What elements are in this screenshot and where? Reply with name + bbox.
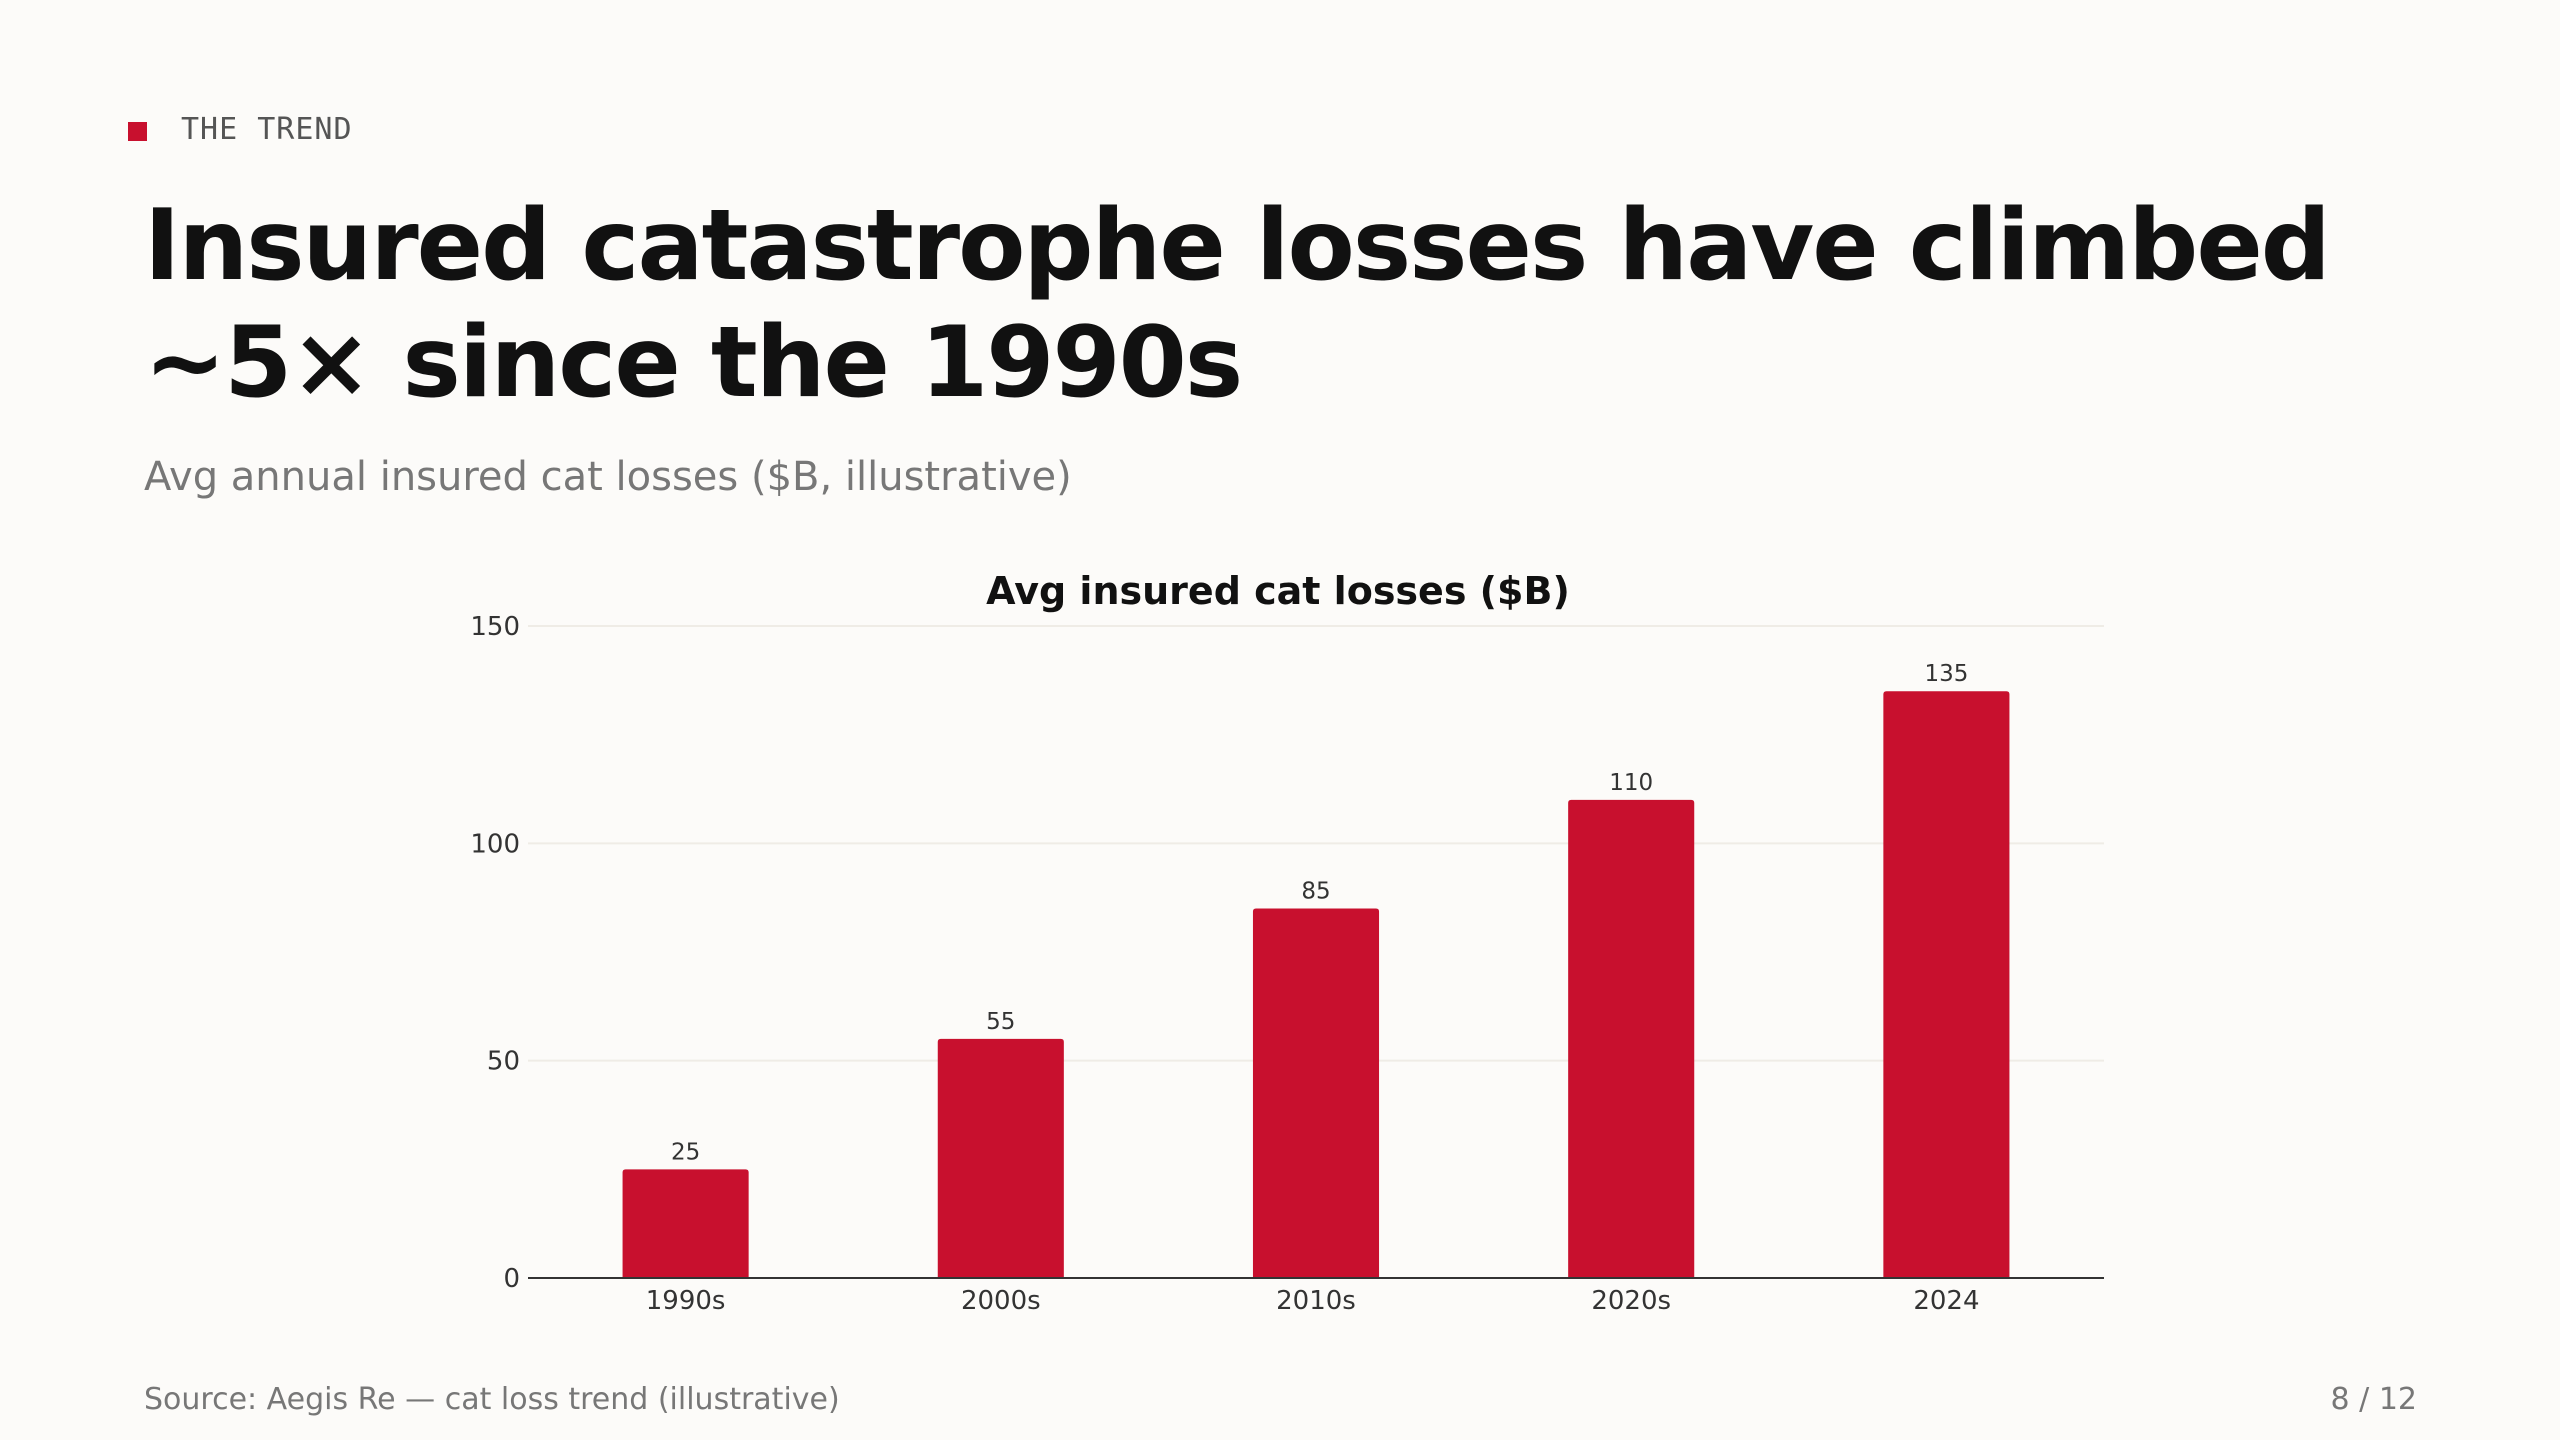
data-label: 135 xyxy=(1924,661,1968,687)
y-tick-label: 100 xyxy=(470,829,520,859)
data-label: 25 xyxy=(671,1139,700,1165)
data-label: 55 xyxy=(986,1009,1015,1035)
y-tick-label: 0 xyxy=(503,1264,520,1294)
bar-2020s xyxy=(1568,799,1695,1278)
bar-2010s xyxy=(1252,908,1380,1278)
bar-2000s xyxy=(937,1038,1064,1278)
bars xyxy=(622,691,2010,1278)
slide-title: Insured catastrophe losses have climbed … xyxy=(144,189,2331,420)
y-tick-label: 150 xyxy=(470,612,520,642)
eyebrow-label: THE TREND xyxy=(181,112,353,147)
chart-title: Avg insured cat losses ($B) xyxy=(986,569,1570,613)
x-tick-label: 2024 xyxy=(1913,1286,1979,1316)
bar-1990s xyxy=(622,1169,749,1278)
data-labels: 25 55 85 110 135 xyxy=(671,661,1968,1165)
x-tick-label: 2000s xyxy=(961,1286,1041,1316)
page-number: 8 / 12 xyxy=(2330,1382,2417,1417)
x-axis: 1990s 2000s 2010s 2020s 2024 xyxy=(528,1277,2104,1316)
x-tick-label: 2020s xyxy=(1591,1286,1671,1316)
bar-2024 xyxy=(1883,691,2010,1278)
y-tick-label: 50 xyxy=(487,1047,520,1077)
slide-subtitle: Avg annual insured cat losses ($B, illus… xyxy=(144,454,1072,500)
data-label: 85 xyxy=(1301,879,1330,905)
source-note: Source: Aegis Re — cat loss trend (illus… xyxy=(144,1382,840,1417)
y-axis: 0 50 100 150 xyxy=(470,612,520,1294)
eyebrow-marker-icon xyxy=(128,122,147,141)
data-label: 110 xyxy=(1609,770,1653,796)
x-tick-label: 1990s xyxy=(646,1286,726,1316)
x-tick-label: 2010s xyxy=(1276,1286,1356,1316)
section-eyebrow: THE TREND xyxy=(128,112,353,147)
